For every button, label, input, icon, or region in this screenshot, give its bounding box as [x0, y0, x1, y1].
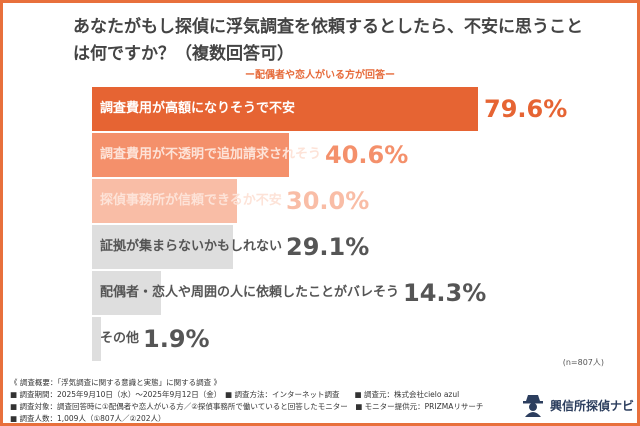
bar-label: 配偶者・恋人や周囲の人に依頼したことがバレそう [100, 285, 400, 300]
logo-text: 興信所探偵ナビ [550, 398, 635, 413]
value-label: 40.6% [325, 141, 409, 169]
footer-line: 《 調査概要：「浮気調査に関する意識と実態」に関する調査 》 [10, 378, 222, 387]
chart-title: あなたがもし探偵に浮気調査を依頼するとしたら、不安に思うことは何ですか？（複数回… [73, 17, 583, 64]
logo: 興信所探偵ナビ [522, 393, 634, 417]
bar [92, 133, 289, 177]
bar [92, 317, 102, 361]
value-label: 1.9% [143, 325, 210, 353]
sample-size-note: (n=807人) [562, 358, 604, 367]
chart-subtitle: ー配偶者や恋人がいる方が回答ー [245, 70, 395, 81]
value-label: 29.1% [286, 233, 370, 261]
bar-label: 証拠が集まらないかもしれない [100, 239, 283, 254]
footer-line: ■ 調査対象：調査回答時に①配偶者や恋人がいる方／②探偵事務所で働いていると回答… [10, 402, 484, 411]
value-label: 14.3% [403, 279, 487, 307]
bar [92, 271, 162, 315]
survey-footer: 《 調査概要：「浮気調査に関する意識と実態」に関する調査 》 ■ 調査期間：20… [10, 377, 483, 425]
bar [92, 225, 234, 269]
bar-label: 調査費用が不透明で追加請求されそう [100, 147, 322, 162]
bar-chart: 調査費用が高額になりそうで不安 79.6% 調査費用が不透明で追加請求されそう 40.… [92, 87, 568, 361]
bar-label: 調査費用が高額になりそうで不安 [100, 101, 296, 116]
footer-line: ■ 調査期間：2025年9月10日（水）～2025年9月12日（金） ■ 調査方… [10, 390, 460, 399]
value-label: 79.6% [484, 95, 568, 123]
bar-label: その他 [100, 331, 140, 346]
bar [92, 179, 238, 223]
bar [92, 87, 478, 131]
value-label: 30.0% [286, 187, 370, 215]
footer-line: ■ 調査人数：1,009人（①807人／②202人） [10, 414, 166, 423]
bar-label: 探偵事務所が信頼できるか不安 [100, 193, 282, 208]
detective-icon [523, 395, 543, 417]
